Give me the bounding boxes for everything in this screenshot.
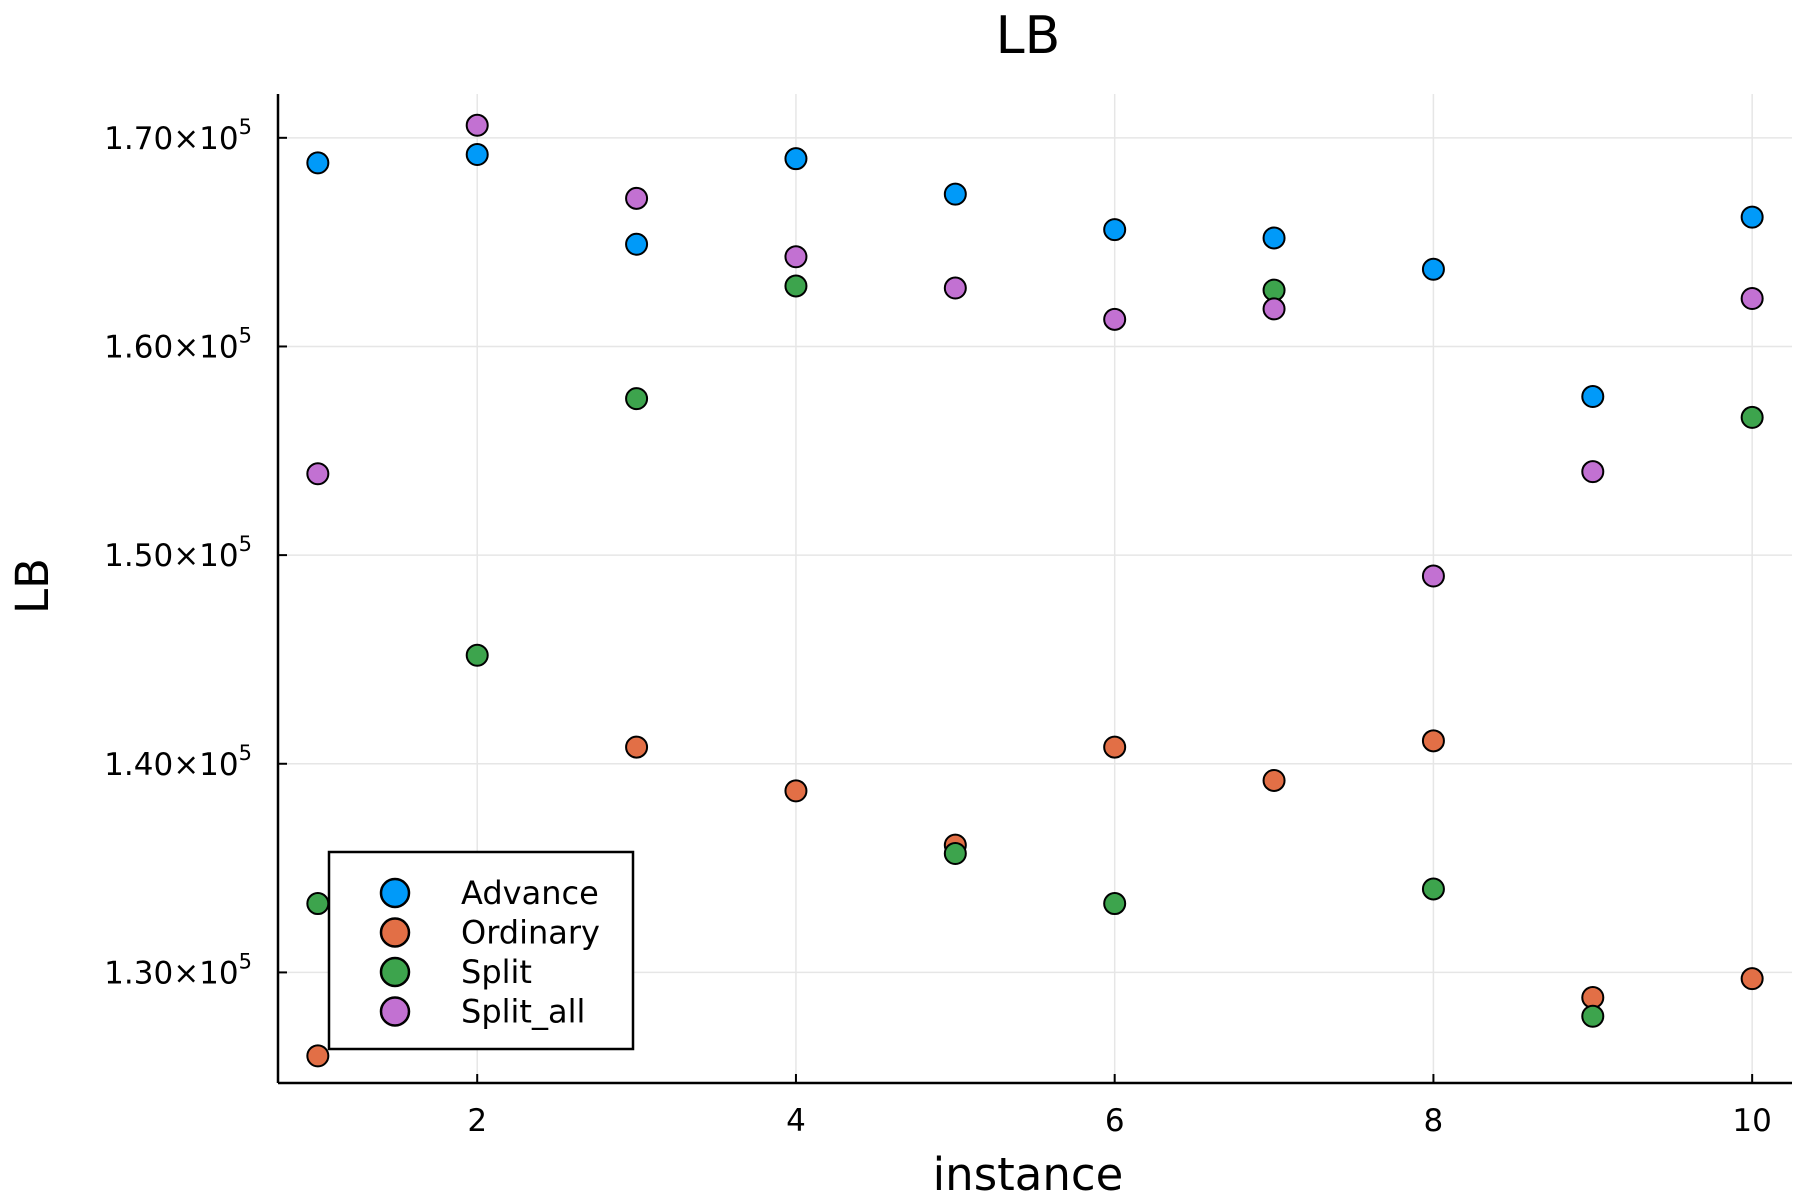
y-tick-label: 1.60×105 xyxy=(104,323,252,365)
legend-box xyxy=(327,850,635,1051)
series-split-all xyxy=(306,113,1764,588)
data-point xyxy=(784,245,808,269)
data-point xyxy=(465,643,489,667)
data-point xyxy=(1421,564,1445,588)
data-point xyxy=(306,1044,330,1068)
data-point xyxy=(1581,460,1605,484)
legend-label: Advance xyxy=(461,874,599,912)
data-point xyxy=(1103,307,1127,331)
data-point xyxy=(943,276,967,300)
data-points xyxy=(306,113,1764,1068)
x-tick-label: 8 xyxy=(1424,1103,1444,1139)
data-point xyxy=(625,387,649,411)
y-tick-label: 1.30×105 xyxy=(104,949,252,991)
legend-marker xyxy=(379,917,411,948)
y-tick-label: 1.50×105 xyxy=(104,532,252,574)
axes-frame xyxy=(276,94,1792,1085)
legend-label: Ordinary xyxy=(461,914,600,952)
chart-title: LB xyxy=(996,6,1061,66)
data-point xyxy=(1421,729,1445,753)
data-point xyxy=(625,186,649,210)
data-point xyxy=(1740,205,1764,229)
data-point xyxy=(1103,735,1127,759)
data-point xyxy=(306,151,330,175)
y-tick-label: 1.70×105 xyxy=(104,115,252,157)
data-point xyxy=(1421,877,1445,901)
data-point xyxy=(1421,257,1445,281)
x-tick-label: 2 xyxy=(467,1103,487,1139)
data-point xyxy=(784,147,808,171)
data-point xyxy=(784,779,808,803)
data-point xyxy=(1262,768,1286,792)
x-axis-label: instance xyxy=(933,1148,1124,1200)
data-point xyxy=(943,182,967,206)
y-axis-ticks: 1.30×105 1.40×105 1.50×105 1.60×105 1.70×105 xyxy=(104,115,287,991)
legend-marker xyxy=(379,877,411,909)
data-point xyxy=(1103,218,1127,242)
legend-label: Split_all xyxy=(461,993,585,1031)
legend-label: Split xyxy=(461,953,532,991)
data-point xyxy=(1740,405,1764,429)
data-point xyxy=(1740,286,1764,310)
data-point xyxy=(784,274,808,298)
data-point xyxy=(465,113,489,137)
legend-marker xyxy=(379,996,411,1027)
data-point xyxy=(1740,967,1764,991)
data-point xyxy=(465,143,489,167)
series-advance xyxy=(306,143,1764,409)
y-tick-label: 1.40×105 xyxy=(104,741,252,783)
series-ordinary xyxy=(306,729,1764,1068)
legend-marker xyxy=(379,956,411,988)
data-point xyxy=(625,232,649,256)
x-tick-label: 10 xyxy=(1732,1103,1771,1139)
data-point xyxy=(1262,226,1286,250)
y-axis-label: LB xyxy=(6,558,59,614)
series-split xyxy=(306,274,1764,1028)
x-tick-label: 4 xyxy=(786,1103,806,1139)
x-tick-label: 6 xyxy=(1105,1103,1125,1139)
data-point xyxy=(306,892,330,916)
data-point xyxy=(943,841,967,865)
x-axis-ticks: 2 4 6 8 10 xyxy=(467,1074,1772,1139)
data-point xyxy=(306,462,330,486)
data-point xyxy=(1103,892,1127,916)
data-point xyxy=(1262,297,1286,321)
data-point xyxy=(1581,1004,1605,1028)
data-point xyxy=(1581,385,1605,409)
data-point xyxy=(625,735,649,759)
